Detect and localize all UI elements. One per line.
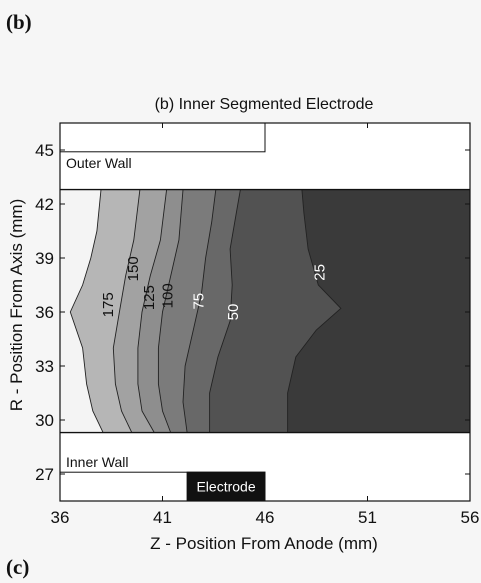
y-tick-label: 27 xyxy=(35,465,54,484)
contour-label-25: 25 xyxy=(311,264,328,281)
contour-label-100: 100 xyxy=(160,283,177,308)
panel-letter-b: (b) xyxy=(6,10,32,34)
x-tick-label: 36 xyxy=(51,508,70,527)
electrode-label: Electrode xyxy=(196,479,255,495)
x-tick-label: 41 xyxy=(153,508,172,527)
chart-title: (b) Inner Segmented Electrode xyxy=(155,96,374,113)
contour-line-50 xyxy=(209,189,241,433)
contour-line-25 xyxy=(287,189,342,433)
contour-line-100 xyxy=(157,189,184,433)
contour-label-50: 50 xyxy=(225,304,242,321)
panel-letter-c: (c) xyxy=(6,555,30,579)
contour-label-175: 175 xyxy=(100,292,117,317)
contour-line-75 xyxy=(182,189,217,433)
plot-area: 175 150 125 100 75 50 25 Outer Wall Inner Wall El… xyxy=(59,122,471,502)
contour-fill-25 xyxy=(287,189,470,433)
contour-label-150: 150 xyxy=(125,256,142,281)
contour-line-175 xyxy=(69,189,104,433)
y-tick-label: 42 xyxy=(35,195,54,214)
y-axis: 27 30 33 36 39 42 45 xyxy=(35,141,470,484)
contour-label-75: 75 xyxy=(190,293,207,310)
electrode-region xyxy=(186,471,266,502)
contour-line-125 xyxy=(137,189,168,433)
inner-wall-label: Inner Wall xyxy=(66,454,129,470)
contour-line-150 xyxy=(112,189,141,433)
y-tick-label: 33 xyxy=(35,357,54,376)
contour-label-125: 125 xyxy=(141,285,158,310)
x-axis-label: Z - Position From Anode (mm) xyxy=(150,534,378,553)
y-axis-label: R - Position From Axis (mm) xyxy=(7,199,26,412)
outer-wall-label: Outer Wall xyxy=(66,155,132,171)
x-tick-label: 56 xyxy=(461,508,480,527)
x-tick-label: 46 xyxy=(256,508,275,527)
x-axis: 36 41 46 51 56 xyxy=(51,123,480,527)
y-tick-label: 45 xyxy=(35,141,54,160)
y-tick-label: 30 xyxy=(35,411,54,430)
y-tick-label: 36 xyxy=(35,303,54,322)
x-tick-label: 51 xyxy=(358,508,377,527)
y-tick-label: 39 xyxy=(35,249,54,268)
